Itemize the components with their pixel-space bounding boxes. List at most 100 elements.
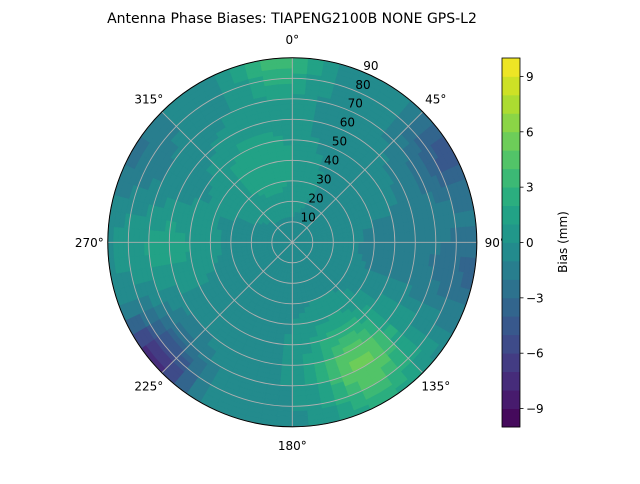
contour-cell [256, 242, 261, 245]
contour-cell [289, 201, 293, 206]
angle-tick-label: 45° [425, 92, 446, 106]
contour-cell [292, 124, 302, 130]
contour-cell [348, 237, 353, 242]
contour-cell [292, 119, 303, 125]
contour-cell [286, 304, 292, 309]
contour-cell [292, 160, 299, 165]
contour-cell [292, 155, 300, 160]
colorbar-tick-label: 9 [526, 70, 534, 84]
contour-cell [241, 246, 247, 251]
contour-cell [278, 83, 292, 89]
contour-cell [292, 288, 296, 293]
contour-cell [154, 230, 160, 242]
contour-cell [277, 68, 292, 74]
radial-tick-label: 40 [324, 154, 339, 168]
contour-cell [284, 329, 292, 334]
contour-cell [149, 230, 155, 243]
contour-cell [205, 235, 210, 243]
contour-cell [180, 242, 186, 252]
contour-cell [425, 242, 431, 254]
contour-cell [369, 235, 374, 242]
contour-cell [278, 395, 292, 401]
contour-cell [282, 355, 292, 361]
colorbar-level [502, 76, 520, 95]
colorbar-tick-label: −6 [526, 347, 544, 361]
contour-cell [277, 411, 292, 417]
contour-cell [384, 234, 389, 242]
contour-cell [292, 380, 305, 386]
contour-cell [281, 370, 293, 376]
contour-cell [133, 228, 139, 242]
contour-cell [284, 150, 292, 155]
contour-cell [283, 339, 292, 345]
contour-cell [288, 191, 292, 196]
contour-cell [348, 242, 353, 247]
contour-cell [292, 181, 297, 186]
contour-cell [280, 104, 292, 110]
contour-cell [210, 235, 215, 242]
contour-cell [405, 232, 411, 242]
angle-tick-label: 270° [75, 236, 104, 250]
colorbar-level [502, 150, 520, 169]
colorbar-level [502, 95, 520, 114]
contour-cell [283, 140, 292, 146]
angle-tick-label: 0° [285, 33, 299, 47]
contour-cell [284, 334, 292, 339]
contour-cell [282, 124, 292, 130]
contour-cell [292, 334, 300, 339]
contour-cell [236, 237, 241, 242]
radial-tick-label: 50 [332, 135, 347, 149]
contour-cell [285, 319, 292, 324]
contour-cell [379, 242, 384, 250]
contour-cell [292, 273, 295, 278]
contour-cell [287, 298, 292, 303]
contour-cell [430, 242, 436, 255]
contour-cell [292, 411, 307, 417]
contour-cell [283, 191, 288, 197]
contour-cell [281, 109, 293, 115]
contour-cell [359, 242, 364, 248]
contour-cell [425, 230, 431, 242]
colorbar-level [502, 390, 520, 409]
colorbar-tick-label: −9 [526, 402, 544, 416]
contour-cell [236, 247, 242, 252]
contour-cell [215, 242, 220, 249]
contour-cell [292, 89, 305, 95]
contour-cell [400, 232, 406, 242]
contour-cell [364, 242, 369, 249]
contour-cell [420, 242, 426, 254]
contour-cell [221, 242, 226, 248]
contour-cell [282, 130, 292, 136]
contour-cell [118, 227, 124, 242]
contour-cell [445, 228, 451, 242]
colorbar-level [502, 279, 520, 298]
contour-cell [292, 350, 302, 356]
contour-cell [354, 236, 359, 242]
contour-cell [174, 232, 180, 242]
contour-cell [226, 236, 231, 242]
contour-cell [174, 242, 180, 252]
contour-cell [169, 232, 175, 243]
radial-tick-label: 90 [363, 59, 378, 73]
contour-cell [343, 237, 348, 242]
contour-cell [200, 234, 205, 242]
contour-cell [292, 304, 298, 309]
contour-cell [292, 339, 301, 345]
contour-cell [297, 293, 302, 299]
contour-cell [369, 242, 374, 249]
contour-cell [169, 242, 175, 253]
contour-cell [389, 233, 395, 242]
contour-cell [279, 390, 292, 396]
contour-cell [292, 360, 303, 366]
contour-cell [221, 236, 226, 242]
contour-cell [292, 355, 302, 361]
contour-cell [410, 242, 416, 253]
contour-cell [231, 242, 236, 247]
contour-cell [343, 233, 349, 238]
contour-cell [389, 242, 395, 251]
contour-cell [338, 238, 343, 242]
contour-cell [139, 242, 145, 255]
contour-cell [440, 229, 446, 242]
colorbar-tick-label: 0 [526, 236, 534, 250]
